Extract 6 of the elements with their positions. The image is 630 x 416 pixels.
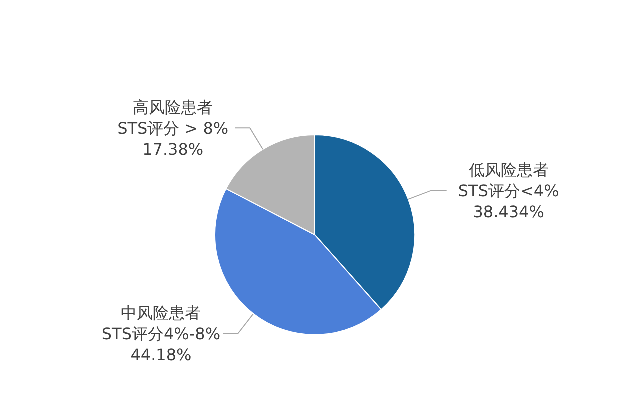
slice-label: 高风险患者 STS评分 > 8% <box>118 98 229 138</box>
data-label: 38.434% <box>473 202 544 222</box>
slice-label: 中风险患者 STS评分4%-8% <box>102 304 221 344</box>
data-label: 17.38% <box>142 140 204 160</box>
slice-label: 低风险患者 STS评分<4% <box>458 160 560 201</box>
data-label: 44.18% <box>130 346 192 365</box>
